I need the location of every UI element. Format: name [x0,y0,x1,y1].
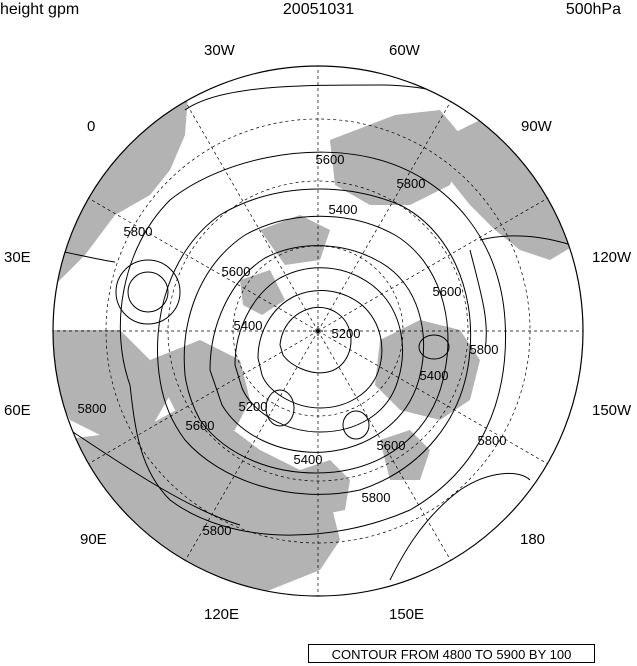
contour-5800-w-closed [53,359,56,421]
longitude-lines [53,66,583,596]
lon-30w: 30W [204,42,235,59]
meridian-90w [317,197,549,332]
lon-60w: 60W [389,42,420,59]
contour-5800-ne-loop [469,249,487,351]
contour-closed-high-outer [115,259,181,325]
contour-5300 [257,290,383,409]
contour-label-5400-w: 5400 [234,318,263,333]
land-central-asia [150,340,250,430]
level-title: 500hPa [565,1,621,18]
contour-label-5400-top: 5400 [329,202,358,217]
land-europe-africa [53,70,188,300]
lon-30e: 30E [4,249,31,266]
contour-5600 [183,215,449,474]
meridian-180 [317,330,452,562]
contour-label-5200-c: 5200 [332,326,361,341]
lon-120e: 120E [204,606,240,623]
lon-90w: 90W [521,118,552,135]
lon-150e: 150E [389,606,425,623]
land-north-america [440,120,580,260]
contour-label-5600-s: 5600 [186,418,215,433]
contour-label-5800-e: 5800 [470,342,499,357]
meridian-60w [317,100,452,332]
contour-5200 [279,306,352,374]
contour-label-5400-s: 5400 [294,452,323,467]
contour-closed-low-sw [265,389,295,427]
contour-label-5600-w: 5600 [222,264,251,279]
contour-5800-sw-edge [69,429,241,526]
contour-info-box: CONTOUR FROM 4800 TO 5900 BY 100 [308,644,595,663]
contour-5800-north-edge [184,84,501,116]
contour-5800-se-edge [389,472,531,581]
lon-120w: 120W [592,249,632,266]
contour-label-5600-top: 5600 [316,152,345,167]
lon-0: 0 [87,118,96,135]
contour-label-5800-s2: 5800 [203,523,232,538]
lon-180: 180 [520,531,546,548]
contour-label-5800-ne: 5800 [397,176,426,191]
contour-closed-low-east [418,334,450,360]
date-title: 20051031 [282,1,355,18]
lon-90e: 90E [80,531,107,548]
contour-5500 [209,245,425,453]
north-pole-marker [313,326,323,336]
land-west-africa [53,330,170,440]
land-masses [53,70,580,596]
contour-label-5800-se: 5800 [478,433,507,448]
contour-labels: 5600 5800 5400 5800 5600 5400 5600 5200 … [78,152,507,538]
land-japan [300,460,350,515]
height-contours [53,84,583,581]
land-bering [380,430,430,480]
field-title: height gpm [0,1,80,18]
contour-closed-high-inner [127,271,169,313]
contour-label-5800-w: 5800 [124,224,153,239]
contour-5400 [234,267,403,433]
lon-150w: 150W [592,402,632,419]
contour-label-5600-se: 5600 [377,438,406,453]
meridian-90e [87,330,319,465]
meridian-30w [184,100,319,332]
contour-5700 [157,188,472,495]
contour-label-5600-e: 5600 [433,284,462,299]
contour-5800 [119,151,507,536]
lon-60e: 60E [4,402,31,419]
meridian-120e [184,330,319,562]
land-asia [60,405,340,596]
contour-closed-low-s [342,410,370,440]
contour-label-5800-s: 5800 [362,490,391,505]
meridian-150w [317,330,549,465]
land-greenland [330,110,465,205]
contour-label-5200-sw: 5200 [239,399,268,414]
meridian-30e [87,197,319,332]
contour-label-5800-sw: 5800 [78,401,107,416]
contour-label-5400-e: 5400 [420,368,449,383]
land-arctic-islands [260,215,330,265]
